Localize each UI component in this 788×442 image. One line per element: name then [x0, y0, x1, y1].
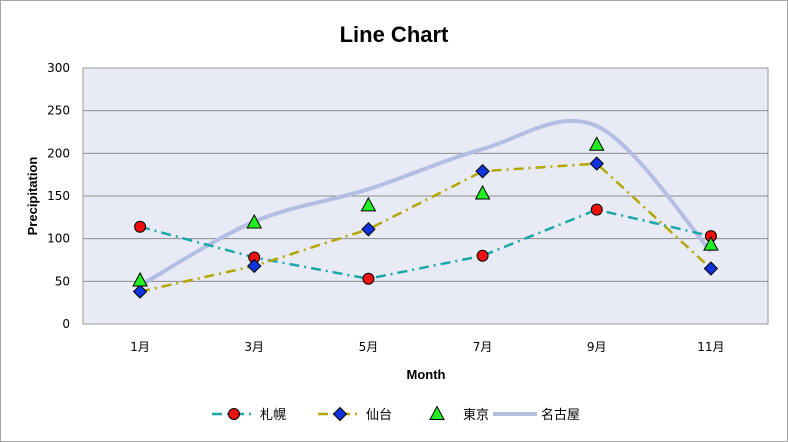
x-tick-label: 7月 — [473, 340, 493, 354]
legend-marker — [429, 405, 445, 420]
data-point-1 — [134, 220, 147, 233]
y-tick-label: 150 — [47, 189, 70, 203]
data-point-1 — [362, 272, 375, 285]
series-line-4 — [139, 118, 713, 288]
data-point-2 — [475, 164, 490, 179]
data-point-2 — [361, 222, 376, 237]
chart-title: Line Chart — [340, 22, 449, 47]
data-point-3 — [588, 136, 605, 151]
x-tick-label: 1月 — [130, 340, 150, 354]
data-point-3 — [474, 184, 491, 200]
data-point-2 — [589, 156, 604, 171]
legend-entry-label: 仙台 — [366, 408, 392, 423]
legend-marker — [332, 406, 348, 422]
data-point-1 — [590, 203, 603, 216]
y-tick-label: 0 — [62, 317, 70, 331]
y-tick-label: 300 — [47, 61, 70, 75]
x-tick-label: 3月 — [244, 340, 264, 354]
series-line-2 — [139, 162, 712, 293]
data-point-3 — [246, 213, 263, 229]
legend-entry-label: 札幌 — [260, 407, 286, 423]
data-point-3 — [132, 271, 148, 287]
data-point-3 — [703, 236, 719, 251]
y-tick-label: 250 — [47, 104, 70, 118]
data-point-3 — [360, 196, 377, 212]
x-tick-label: 9月 — [587, 340, 607, 354]
legend-marker — [228, 408, 240, 420]
legend-entry-label: 名古屋 — [541, 407, 580, 423]
x-tick-label: 11月 — [697, 340, 724, 354]
data-point-2 — [132, 284, 148, 299]
x-tick-label: 5月 — [359, 340, 379, 354]
data-point-1 — [476, 249, 489, 262]
legend: 札幌 仙台 東京 名古屋 — [212, 405, 580, 423]
data-point-2 — [703, 261, 719, 276]
y-tick-label: 50 — [55, 274, 70, 288]
data-point-2 — [247, 258, 262, 274]
y-tick-label: 100 — [47, 232, 70, 246]
y-tick-label: 200 — [47, 146, 70, 160]
legend-entry-label: 東京 — [463, 407, 489, 423]
y-axis-label: Precipitation — [25, 157, 40, 236]
x-axis-label: Month — [407, 367, 446, 382]
series-line-1 — [139, 208, 712, 281]
